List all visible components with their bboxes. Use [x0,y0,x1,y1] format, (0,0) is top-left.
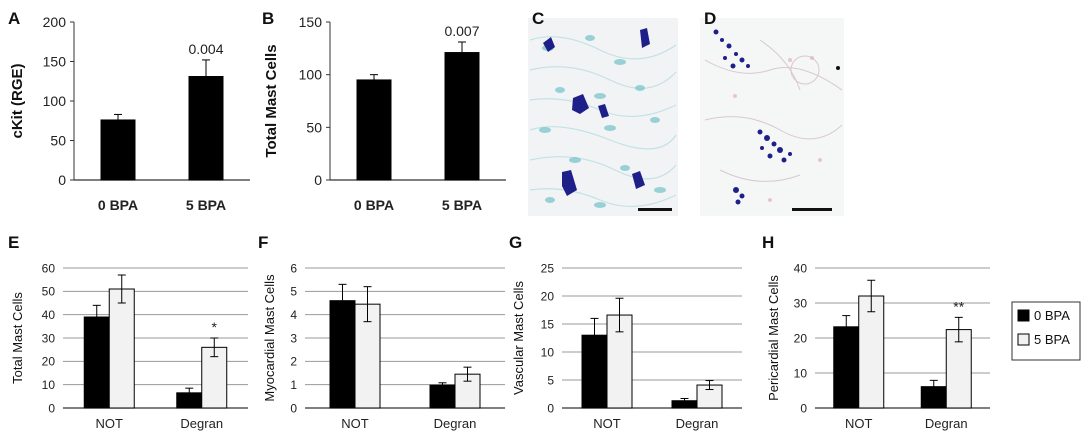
y-tick-label: 0 [48,401,55,415]
y-tick-label: 50 [50,133,66,149]
y-tick-label: 15 [541,317,555,331]
y-axis-label: Myocardial Mast Cells [262,274,277,402]
panel-letter-e: E [8,233,19,252]
y-tick-label: 30 [42,331,56,345]
y-axis-label: Pericardial Mast Cells [766,275,781,401]
x-category-label: Degran [180,416,223,431]
y-tick-label: 20 [794,331,808,345]
panel-b: B 0 50 100 150 Total Mast Cells 0 BPA 5 BPA 0.00… [262,9,506,213]
y-tick-label: 0 [314,172,322,188]
micrograph-c [528,18,678,216]
y-axis-label: cKit (RGE) [9,63,26,138]
legend: 0 BPA 5 BPA [1011,301,1081,361]
x-category-label: 0 BPA [98,197,138,213]
panel-letter-g: G [509,233,522,252]
significance-label: ** [953,298,964,314]
bar [188,76,224,181]
y-axis-label: Total Mast Cells [10,292,25,384]
y-tick-label: 60 [42,261,56,275]
y-tick-label: 1 [290,378,297,392]
legend-entry: 5 BPA [1034,332,1070,347]
y-axis-label: Total Mast Cells [263,44,280,157]
y-tick-label: 30 [794,296,808,310]
bar [356,79,392,181]
bar [100,119,136,181]
y-tick-label: 40 [794,261,808,275]
bar [429,384,456,409]
x-category-label: Degran [676,416,719,431]
x-category-label: NOT [341,416,369,431]
y-tick-label: 6 [290,261,297,275]
y-tick-label: 200 [43,14,67,30]
y-tick-label: 0 [800,401,807,415]
panel-letter-h: H [762,233,774,252]
bar [833,326,860,409]
significance-label: 0.004 [188,41,223,57]
x-category-label: NOT [593,416,621,431]
y-tick-label: 5 [290,285,297,299]
x-category-label: 0 BPA [354,197,394,213]
y-tick-label: 40 [42,308,56,322]
y-tick-label: 100 [299,67,323,83]
y-tick-label: 2 [290,355,297,369]
x-category-label: 5 BPA [442,197,482,213]
y-tick-label: 25 [541,261,555,275]
legend-swatch [1017,309,1030,322]
bar [945,329,972,409]
x-category-label: NOT [96,416,124,431]
panel-letter-d: D [704,9,716,28]
bar [444,52,480,181]
y-tick-label: 10 [794,366,808,380]
y-tick-label: 150 [43,54,67,70]
y-tick-label: 0 [58,172,66,188]
panel-f: F 0 1 2 3 4 5 6 Myocardial Mast Cells NOT Degran [258,233,505,431]
panel-h: H 0 10 20 30 40 Pericardial Mast Cells NOT Degra… [762,233,990,431]
panel-a: A 0 50 100 150 200 cKit (RGE) 0 BPA 5 BPA 0.004 [8,9,250,213]
y-tick-label: 150 [299,14,323,30]
y-tick-label: 4 [290,308,297,322]
y-tick-label: 100 [43,93,67,109]
legend-entry: 0 BPA [1034,308,1070,323]
y-tick-label: 0 [290,401,297,415]
significance-label: * [212,319,218,335]
panel-d: D [704,9,716,28]
y-tick-label: 10 [42,378,56,392]
y-tick-label: 20 [42,355,56,369]
bar [201,346,228,409]
bar [108,288,135,409]
bar [858,295,885,409]
panel-g: G 0 5 10 15 20 25 Vascular Mast Cells NOT Degran [509,233,742,431]
bar [83,316,110,409]
y-tick-label: 50 [42,285,56,299]
panel-letter-c: C [532,9,544,28]
y-tick-label: 0 [547,401,554,415]
legend-swatch [1017,333,1030,346]
x-category-label: 5 BPA [186,197,226,213]
y-tick-label: 50 [306,119,322,135]
y-tick-label: 10 [541,345,555,359]
micrograph-d [700,18,844,216]
significance-label: 0.007 [444,23,479,39]
panel-letter-b: B [262,9,274,28]
panel-e: E 0 10 20 30 40 50 60 Total Mast Cells NOT Degran * [8,233,248,431]
panel-letter-f: F [258,233,268,252]
panel-c: C [532,9,544,28]
x-category-label: NOT [845,416,873,431]
y-tick-label: 20 [541,289,555,303]
y-tick-label: 5 [547,373,554,387]
panel-letter-a: A [8,9,20,28]
x-category-label: Degran [925,416,968,431]
y-tick-label: 3 [290,331,297,345]
x-category-label: Degran [434,416,477,431]
y-axis-label: Vascular Mast Cells [511,281,526,395]
